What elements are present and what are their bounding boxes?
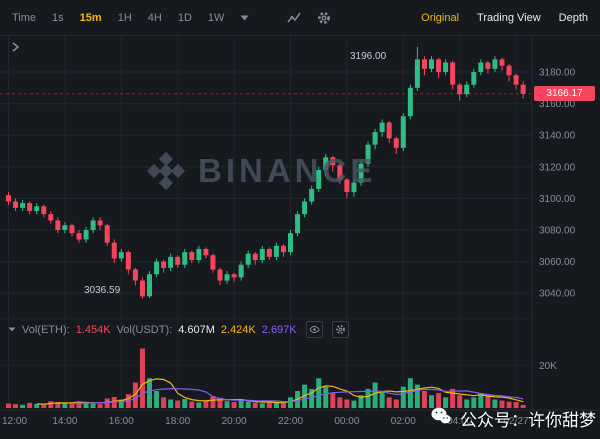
last-price-badge: 3166.17 <box>534 86 595 101</box>
vol-usdt-value: 4.607M <box>178 323 215 336</box>
vol-ma-slow-value: 2.697K <box>261 323 297 336</box>
session-high-label: 3196.00 <box>350 51 387 62</box>
volume-pane-header: Vol(ETH): 1.454K Vol(USDT): 4.607M 2.424… <box>8 321 349 338</box>
interval-1d[interactable]: 1D <box>177 11 192 24</box>
session-low-label: 3036.59 <box>84 285 121 296</box>
chart-toolbar: Time 1s 15m 1H 4H 1D 1W Original Trading… <box>0 0 600 36</box>
interval-4h[interactable]: 4H <box>147 11 162 24</box>
svg-text:3040.00: 3040.00 <box>539 289 576 300</box>
chevron-down-icon[interactable] <box>8 327 16 332</box>
svg-text:14:00: 14:00 <box>52 416 77 427</box>
svg-text:22:00: 22:00 <box>278 416 303 427</box>
vol-eth-value: 1.454K <box>75 323 111 336</box>
interval-1h[interactable]: 1H <box>117 11 132 24</box>
svg-text:12:00: 12:00 <box>2 416 27 427</box>
svg-text:3080.00: 3080.00 <box>539 226 576 237</box>
svg-text:3180.00: 3180.00 <box>539 68 576 79</box>
tab-original[interactable]: Original <box>421 11 460 24</box>
vol-usdt-label: Vol(USDT): <box>116 323 173 336</box>
svg-text:02/27: 02/27 <box>504 416 529 427</box>
tab-depth[interactable]: Depth <box>558 11 588 24</box>
indicator-settings-icon[interactable] <box>331 321 349 338</box>
overlay-watermark-text: 公众号：许你甜梦 <box>460 411 596 430</box>
interval-1w[interactable]: 1W <box>207 11 225 24</box>
time-label: Time <box>12 11 37 24</box>
svg-text:02:00: 02:00 <box>391 416 416 427</box>
svg-text:3120.00: 3120.00 <box>539 162 576 173</box>
svg-text:3060.00: 3060.00 <box>539 257 576 268</box>
svg-text:3160.00: 3160.00 <box>539 99 576 110</box>
svg-text:20K: 20K <box>539 361 557 372</box>
svg-text:04:00: 04:00 <box>447 416 472 427</box>
chevron-down-icon[interactable] <box>240 15 249 21</box>
svg-text:3100.00: 3100.00 <box>539 194 576 205</box>
interval-1s[interactable]: 1s <box>52 11 64 24</box>
svg-text:20:00: 20:00 <box>222 416 247 427</box>
vol-eth-label: Vol(ETH): <box>22 323 70 336</box>
gear-icon[interactable] <box>317 11 331 25</box>
chart-mode-tabs: Original Trading View Depth <box>421 12 588 24</box>
overlay-watermark: 公众号：许你甜梦 <box>430 405 596 432</box>
vol-ma-fast-value: 2.424K <box>220 323 256 336</box>
svg-text:00:00: 00:00 <box>334 416 359 427</box>
svg-text:3140.00: 3140.00 <box>539 131 576 142</box>
tab-trading-view[interactable]: Trading View <box>477 11 541 24</box>
expand-panel-arrow[interactable] <box>10 41 20 55</box>
svg-text:16:00: 16:00 <box>109 416 134 427</box>
eye-icon[interactable] <box>305 321 323 338</box>
interval-15m[interactable]: 15m <box>79 11 102 24</box>
svg-text:18:00: 18:00 <box>165 416 190 427</box>
wechat-icon <box>430 405 452 432</box>
chart-style-icon[interactable] <box>287 11 302 25</box>
